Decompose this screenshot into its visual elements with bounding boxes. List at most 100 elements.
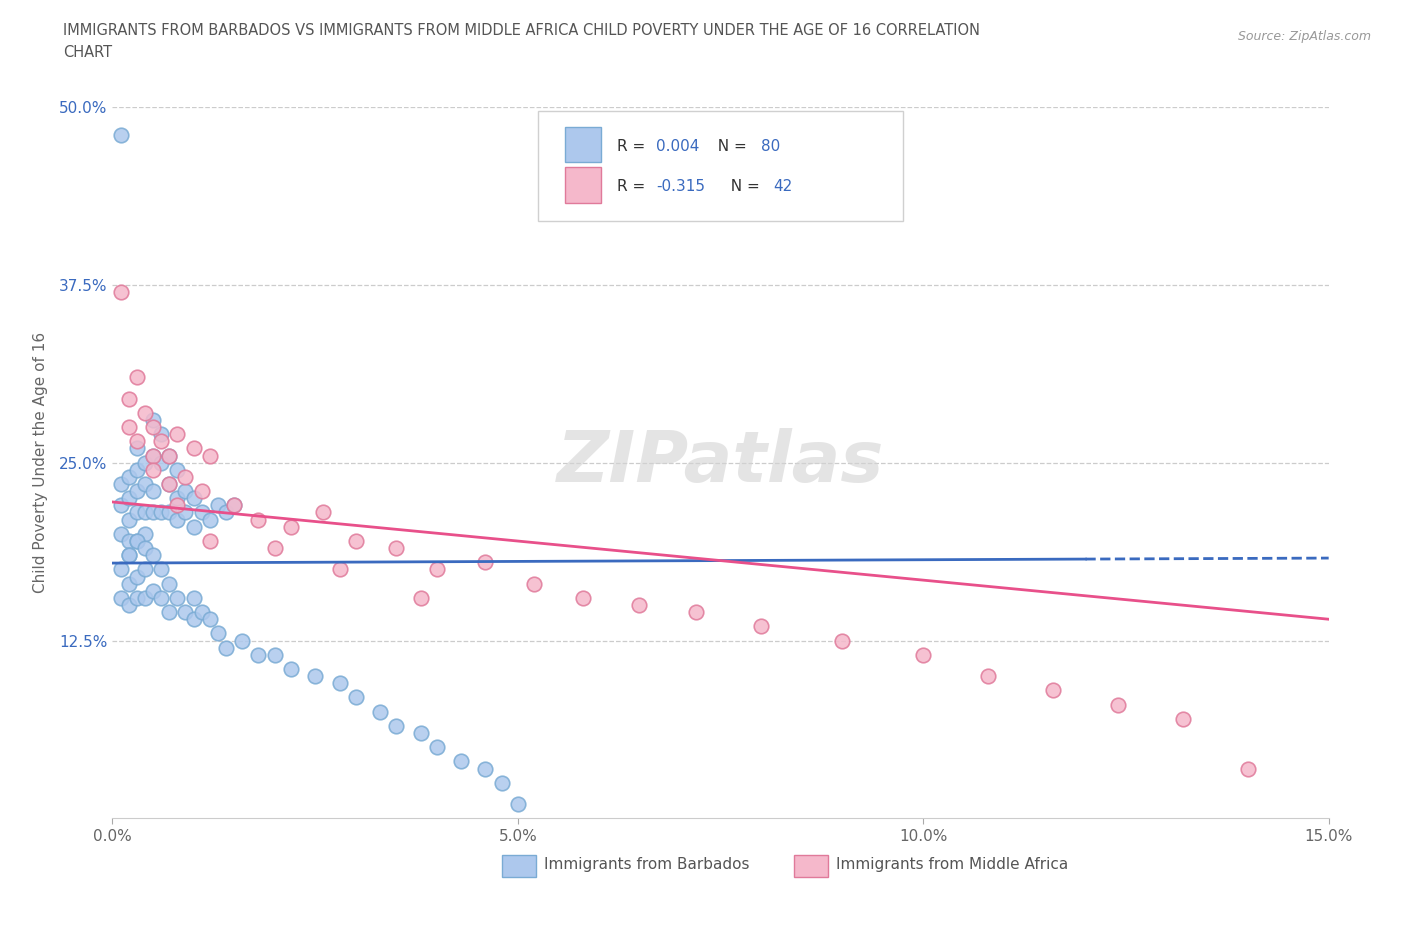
Point [571,591,593,605]
Point [110,285,132,299]
Text: CHART: CHART [63,45,112,60]
Point [118,512,141,527]
Point [150,562,173,577]
Point [198,534,221,549]
Point [110,498,132,512]
Point [280,661,302,676]
Point [125,484,148,498]
Point [328,562,350,577]
FancyBboxPatch shape [538,111,903,220]
Point [1171,711,1194,726]
Point [174,505,197,520]
Point [426,740,449,755]
Point [280,519,302,534]
Text: N =: N = [720,179,765,194]
Point [450,754,472,769]
FancyBboxPatch shape [565,167,602,203]
Point [110,526,132,541]
Text: Immigrants from Barbados: Immigrants from Barbados [544,857,749,872]
Point [977,669,1000,684]
Text: -0.315: -0.315 [657,179,706,194]
Point [142,448,165,463]
Point [125,441,148,456]
Point [142,505,165,520]
Point [474,555,496,570]
Point [523,577,546,591]
Point [426,562,449,577]
Point [134,476,156,491]
Point [166,491,188,506]
Point [198,512,221,527]
Point [198,612,221,627]
Point [166,427,188,442]
Point [157,505,180,520]
Point [685,604,707,619]
Point [1042,683,1064,698]
Point [125,534,148,549]
Point [183,491,205,506]
Point [118,392,141,406]
Text: 42: 42 [773,179,792,194]
Text: R =: R = [617,139,651,154]
Point [134,405,156,420]
Point [491,776,513,790]
Point [409,591,432,605]
Point [166,591,188,605]
Point [190,505,212,520]
Point [157,476,180,491]
Point [142,413,165,428]
Point [344,534,367,549]
Point [125,569,148,584]
Point [231,633,253,648]
FancyBboxPatch shape [565,126,602,163]
FancyBboxPatch shape [793,855,828,877]
Text: 80: 80 [761,139,780,154]
Point [1236,761,1258,776]
Point [749,618,772,633]
Point [190,604,212,619]
Point [125,505,148,520]
Point [142,419,165,434]
Point [385,540,408,555]
Point [157,448,180,463]
Point [190,484,212,498]
Point [142,484,165,498]
FancyBboxPatch shape [502,855,536,877]
Point [628,598,651,613]
Point [247,512,270,527]
Point [118,534,141,549]
Point [110,128,132,143]
Point [142,583,165,598]
Point [157,448,180,463]
Point [409,725,432,740]
Point [912,647,935,662]
Point [198,448,221,463]
Text: IMMIGRANTS FROM BARBADOS VS IMMIGRANTS FROM MIDDLE AFRICA CHILD POVERTY UNDER TH: IMMIGRANTS FROM BARBADOS VS IMMIGRANTS F… [63,23,980,38]
Point [222,498,246,512]
Point [134,591,156,605]
Point [150,456,173,471]
Point [118,577,141,591]
Point [134,540,156,555]
Point [150,591,173,605]
Point [263,540,285,555]
Point [134,505,156,520]
Point [125,462,148,477]
Point [150,505,173,520]
Point [118,419,141,434]
Point [1107,698,1129,712]
Point [142,462,165,477]
Text: ZIPatlas: ZIPatlas [557,428,884,498]
Point [215,640,238,655]
Point [125,534,148,549]
Point [183,591,205,605]
Point [150,434,173,449]
Text: Immigrants from Middle Africa: Immigrants from Middle Africa [837,857,1069,872]
Point [118,548,141,563]
Point [174,470,197,485]
Point [118,598,141,613]
Point [166,512,188,527]
Point [207,498,229,512]
Point [118,548,141,563]
Point [247,647,270,662]
